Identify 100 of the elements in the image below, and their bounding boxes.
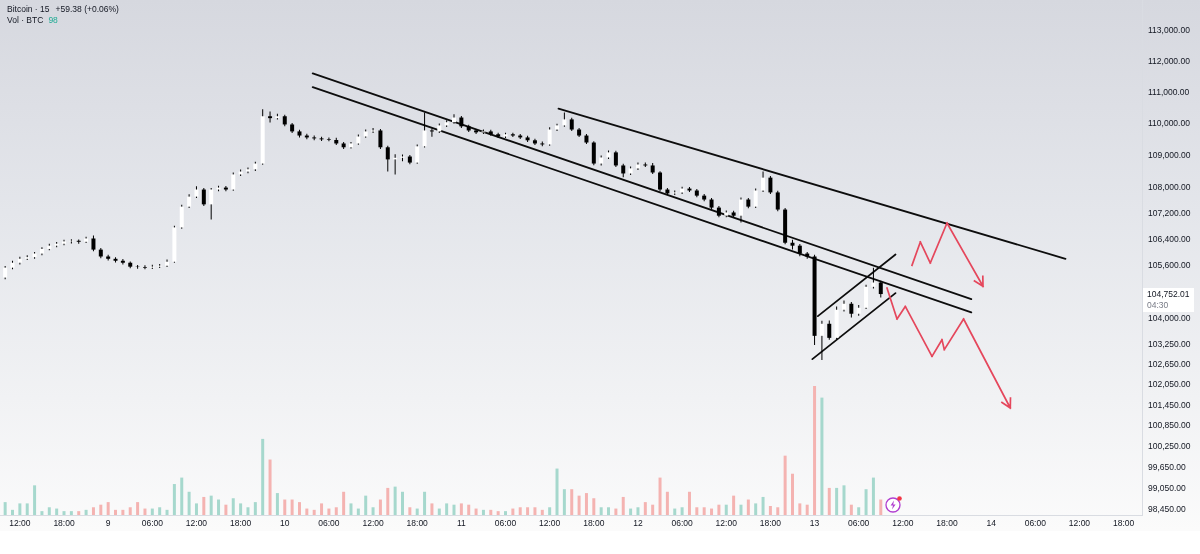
bar [253,502,257,515]
bar [172,484,176,515]
bar [724,504,728,515]
bar [577,495,581,515]
x-tick-label: 13 [809,518,820,529]
bar [754,503,758,515]
bar [334,507,338,515]
bar [857,507,861,515]
bar [47,507,51,515]
bar [136,502,140,515]
bar [864,489,868,515]
bar [165,509,169,515]
bar [526,507,530,515]
y-tick-label: 101,450.00 [1148,399,1191,410]
bar [393,486,397,515]
bar [268,459,272,515]
bar [378,499,382,515]
bar [680,507,684,515]
x-tick-label: 18:00 [759,518,782,529]
bar [327,508,331,515]
bar [342,491,346,515]
bar [415,508,419,515]
bar [518,507,522,515]
y-tick-label: 102,050.00 [1148,379,1191,390]
bar [55,508,59,515]
bar [364,495,368,515]
x-tick-label: 12:00 [715,518,738,529]
bar [592,498,596,515]
bar [261,438,265,515]
text: 104,752.01 [1147,288,1190,300]
bar [732,495,736,515]
x-tick-label: 18:00 [936,518,958,529]
bar [768,505,772,515]
bar [643,502,647,515]
x-tick-label: 18:00 [1112,518,1135,529]
bar [312,509,316,515]
bar [710,508,714,515]
bar [150,508,154,515]
bar [658,477,662,515]
bar [40,511,44,515]
bar [91,507,95,515]
bar [570,489,574,515]
x-tick-label: 10 [280,518,290,529]
x-tick-label: 11 [456,518,467,529]
bar [408,507,412,515]
x-tick-label: 18:00 [406,518,429,529]
x-tick-label: 18:00 [53,518,75,529]
bar [305,508,309,515]
y-tick-label: 99,050.00 [1148,482,1187,493]
bar [231,498,235,515]
y-tick-label: 100,250.00 [1148,441,1191,452]
bar [209,495,213,515]
x-tick-label: 06:00 [141,518,164,529]
bar [636,507,640,515]
y-tick-label: 107,200.00 [1148,208,1191,219]
bar [548,507,552,515]
bar [158,507,162,515]
x-tick-label: 12:00 [362,518,384,529]
annotation: 98 [48,15,58,25]
chart-title: Vol · BTC [7,15,44,25]
text: Bitcoin · 15 [7,4,50,14]
bar [584,493,588,515]
bar [702,507,706,515]
x-tick-label: 18:00 [229,518,252,529]
bar [187,491,191,515]
bar [562,489,566,515]
bar [820,397,824,515]
bar [629,508,633,515]
bar [202,496,206,515]
bar [275,493,279,515]
bar [746,499,750,515]
bar [69,511,73,515]
y-tick-label: 111,000.00 [1148,87,1190,98]
y-tick-label: 106,400.00 [1148,234,1191,245]
bar [121,509,125,515]
bar [297,502,301,515]
bar [180,477,184,515]
bar [84,509,88,515]
bar [401,491,404,515]
bar [835,487,839,515]
y-tick-label: 102,650.00 [1148,358,1191,369]
bar [533,507,537,515]
y-tick-label: 100,850.00 [1148,420,1191,431]
x-tick-label: 9 [105,518,111,529]
bar [106,502,110,515]
bar [687,491,691,515]
bar [33,485,37,515]
bar [467,504,471,515]
y-tick-label: 99,650.00 [1148,461,1187,472]
x-tick-label: 06:00 [1024,518,1047,529]
y-tick-label: 108,000.00 [1148,182,1191,193]
bar [217,499,221,515]
bar [798,503,802,515]
bar [813,386,817,515]
bar [386,487,390,515]
bar [621,496,625,515]
x-tick-label: 06:00 [671,518,694,529]
x-tick-label: 18:00 [583,518,605,529]
bar [423,491,427,515]
bar [114,509,118,515]
